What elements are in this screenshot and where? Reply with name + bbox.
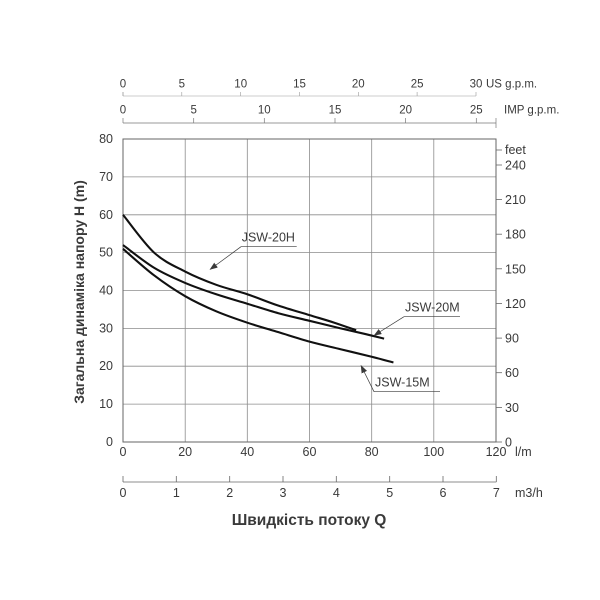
svg-text:0: 0	[106, 435, 113, 449]
svg-text:25: 25	[470, 105, 483, 117]
svg-text:20: 20	[99, 359, 113, 373]
svg-text:20: 20	[352, 79, 365, 91]
svg-text:3: 3	[280, 486, 287, 500]
svg-text:25: 25	[411, 79, 424, 91]
svg-text:JSW-20M: JSW-20M	[405, 301, 460, 315]
svg-text:210: 210	[505, 193, 526, 207]
svg-text:feet: feet	[505, 143, 526, 157]
svg-text:15: 15	[329, 105, 342, 117]
svg-text:5: 5	[179, 79, 185, 91]
svg-text:Швидкість потоку Q: Швидкість потоку Q	[232, 512, 387, 529]
svg-text:10: 10	[99, 397, 113, 411]
svg-text:10: 10	[234, 79, 247, 91]
svg-text:15: 15	[293, 79, 306, 91]
svg-text:0: 0	[505, 436, 512, 450]
svg-text:7: 7	[493, 486, 500, 500]
svg-text:US g.p.m.: US g.p.m.	[486, 79, 537, 91]
svg-text:1: 1	[173, 486, 180, 500]
svg-text:90: 90	[505, 332, 519, 346]
svg-text:20: 20	[178, 445, 192, 459]
svg-text:5: 5	[386, 486, 393, 500]
svg-text:60: 60	[505, 366, 519, 380]
svg-text:10: 10	[258, 105, 271, 117]
svg-text:60: 60	[99, 208, 113, 222]
svg-text:30: 30	[505, 401, 519, 415]
svg-text:0: 0	[120, 445, 127, 459]
svg-text:20: 20	[399, 105, 412, 117]
svg-text:50: 50	[99, 246, 113, 260]
svg-text:m3/h: m3/h	[515, 486, 543, 500]
svg-text:30: 30	[470, 79, 483, 91]
svg-text:0: 0	[120, 105, 126, 117]
svg-text:4: 4	[333, 486, 340, 500]
svg-text:60: 60	[303, 445, 317, 459]
svg-text:30: 30	[99, 321, 113, 335]
svg-text:80: 80	[365, 445, 379, 459]
svg-text:0: 0	[120, 486, 127, 500]
svg-text:40: 40	[240, 445, 254, 459]
svg-text:120: 120	[505, 297, 526, 311]
svg-text:2: 2	[226, 486, 233, 500]
svg-text:100: 100	[423, 445, 444, 459]
svg-text:l/m: l/m	[515, 445, 532, 459]
svg-text:70: 70	[99, 170, 113, 184]
svg-text:40: 40	[99, 284, 113, 298]
svg-text:JSW-20H: JSW-20H	[242, 231, 295, 245]
svg-text:80: 80	[99, 132, 113, 146]
svg-text:IMP g.p.m.: IMP g.p.m.	[504, 105, 559, 117]
svg-text:180: 180	[505, 228, 526, 242]
svg-text:JSW-15M: JSW-15M	[375, 376, 430, 390]
svg-text:Загальна динаміка напору H (m): Загальна динаміка напору H (m)	[71, 180, 87, 404]
svg-text:150: 150	[505, 262, 526, 276]
svg-text:0: 0	[120, 79, 126, 91]
svg-text:120: 120	[486, 445, 507, 459]
svg-text:6: 6	[440, 486, 447, 500]
svg-text:5: 5	[190, 105, 196, 117]
svg-text:240: 240	[505, 159, 526, 173]
